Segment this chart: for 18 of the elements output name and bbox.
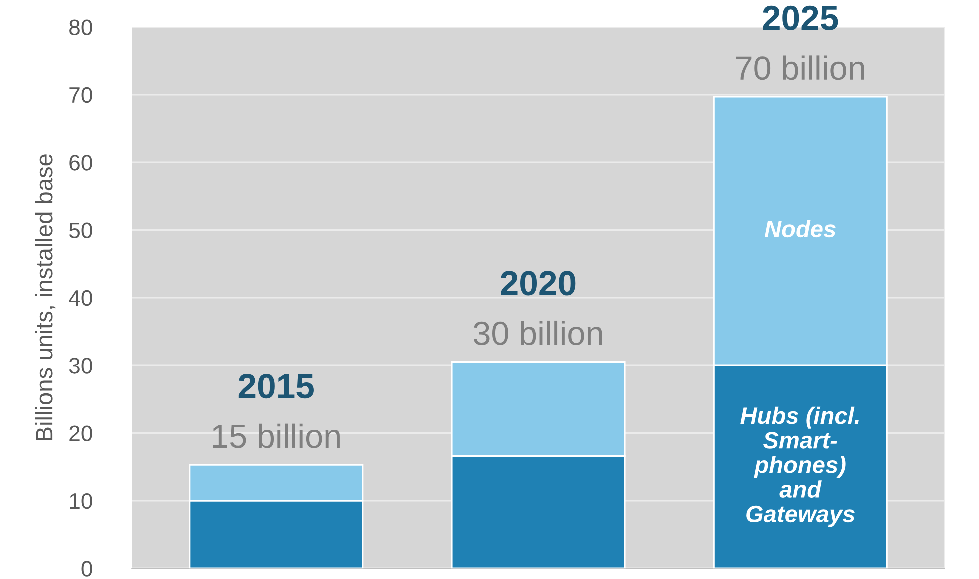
- y-axis-title: Billions units, installed base: [35, 154, 56, 440]
- y-tick-label: 40: [69, 290, 92, 306]
- y-tick-label: 0: [82, 561, 92, 577]
- total-label: 30 billion: [474, 320, 602, 346]
- y-tick-label: 70: [70, 87, 92, 104]
- y-tick-label: 20: [70, 426, 92, 442]
- series-label: Hubs (incl. Smart- phones) and Gateways: [740, 406, 859, 528]
- y-tick-label: 80: [70, 20, 92, 36]
- series-label: Nodes: [764, 220, 836, 238]
- y-tick-label: 10: [70, 493, 92, 510]
- y-tick-label: 60: [70, 155, 92, 171]
- x-tick-label: 2020: [501, 271, 576, 296]
- total-label: 70 billion: [736, 56, 864, 80]
- x-tick-label: 2025: [763, 6, 838, 30]
- y-tick-label: 50: [69, 222, 92, 238]
- y-tick-label: 30: [69, 358, 92, 374]
- x-tick-label: 2015: [238, 374, 314, 399]
- total-label: 15 billion: [213, 424, 340, 448]
